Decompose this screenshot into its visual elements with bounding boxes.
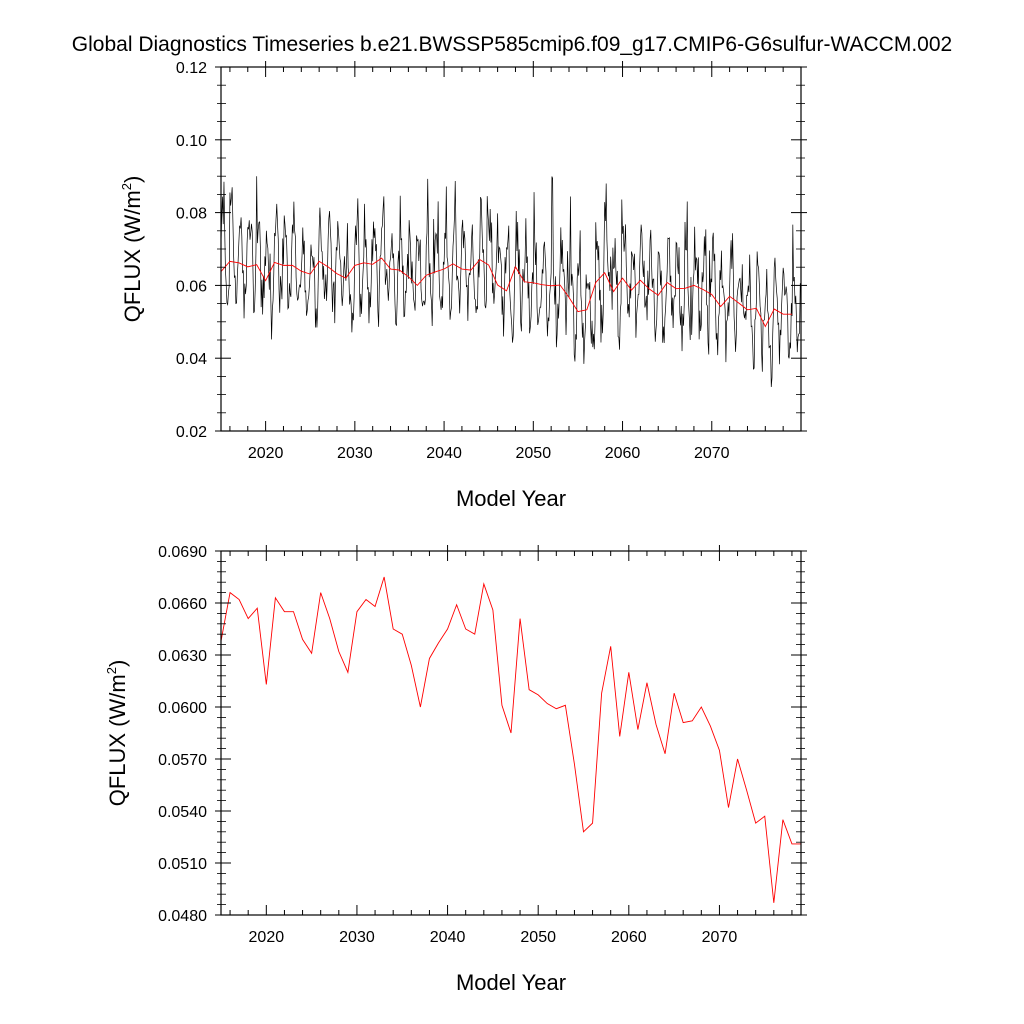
y-tick-label: 0.0690 — [158, 544, 207, 561]
bottom-x-axis-title: Model Year — [456, 970, 566, 995]
x-tick-label: 2030 — [339, 929, 375, 946]
x-tick-label: 2040 — [426, 445, 462, 462]
top-monthly-line — [221, 176, 801, 388]
bottom-y-axis-title: QFLUX (W/m2) — [104, 660, 130, 807]
y-tick-label: 0.10 — [176, 133, 207, 150]
y-tick-label: 0.02 — [176, 424, 207, 441]
y-tick-label: 0.12 — [176, 60, 207, 77]
bottom-panel: 2020 2030 2040 2050 2060 2070 0.0480 0.0510 0.05… — [104, 544, 807, 995]
y-tick-label: 0.0600 — [158, 700, 207, 717]
y-tick-label: 0.0660 — [158, 596, 207, 613]
bottom-annual-mean-line — [221, 576, 801, 903]
x-tick-label: 2030 — [337, 445, 373, 462]
x-tick-label: 2040 — [430, 929, 466, 946]
top-panel: 2020 2030 2040 2050 2060 2070 0.02 0.04 0.06 0.08… — [119, 60, 807, 511]
top-x-axis-title: Model Year — [456, 486, 566, 511]
y-tick-label: 0.0480 — [158, 908, 207, 925]
top-annual-mean-line — [221, 257, 793, 328]
x-tick-label: 2060 — [605, 445, 641, 462]
x-tick-label: 2020 — [249, 929, 285, 946]
x-tick-label: 2070 — [694, 445, 730, 462]
x-tick-label: 2050 — [520, 929, 556, 946]
x-tick-label: 2070 — [702, 929, 738, 946]
x-tick-label: 2020 — [248, 445, 284, 462]
x-tick-label: 2050 — [516, 445, 552, 462]
y-tick-label: 0.0630 — [158, 648, 207, 665]
x-tick-label: 2060 — [611, 929, 647, 946]
bottom-plot-frame — [220, 550, 802, 916]
chart-title: Global Diagnostics Timeseries b.e21.BWSS… — [72, 33, 952, 56]
y-tick-label: 0.0540 — [158, 804, 207, 821]
y-tick-label: 0.08 — [176, 206, 207, 223]
y-tick-label: 0.0570 — [158, 752, 207, 769]
top-y-axis-title: QFLUX (W/m2) — [119, 176, 145, 323]
y-tick-label: 0.0510 — [158, 856, 207, 873]
y-tick-label: 0.04 — [176, 351, 207, 368]
y-tick-label: 0.06 — [176, 278, 207, 295]
